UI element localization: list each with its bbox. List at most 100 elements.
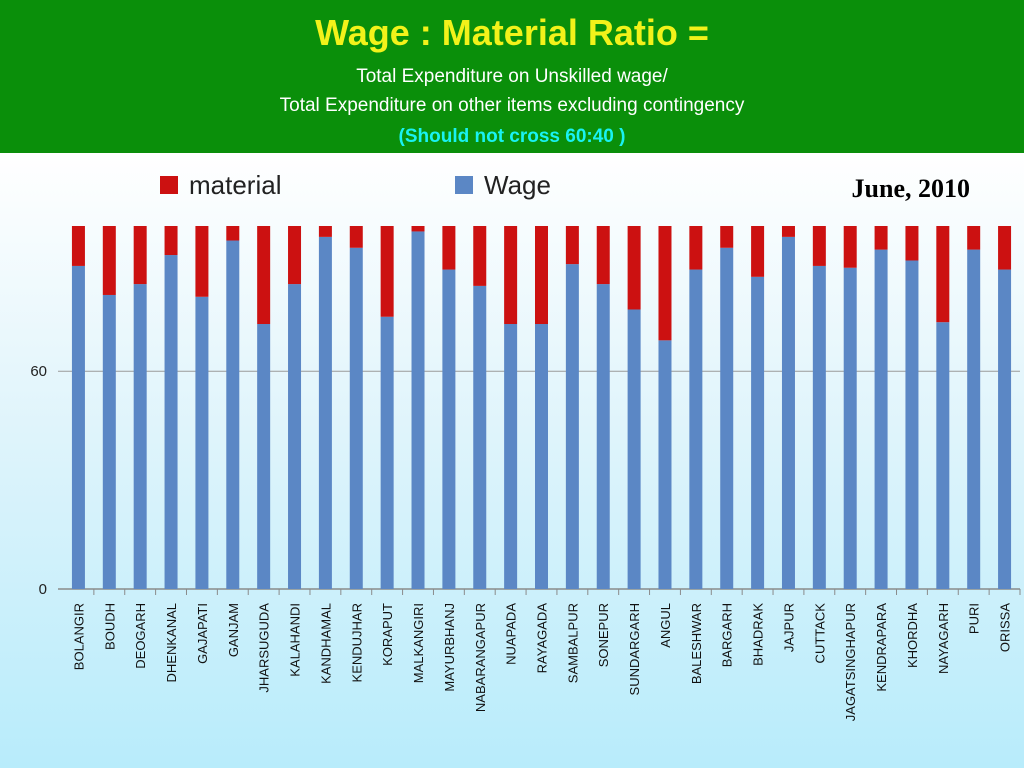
bar-material [658, 226, 672, 341]
x-category-label: PURI [967, 603, 982, 634]
x-category-label: SONEPUR [596, 603, 611, 667]
bar-wage [504, 324, 518, 589]
legend-swatch-wage [455, 176, 473, 194]
x-category-label: DEOGARH [133, 603, 148, 669]
bar-material [812, 226, 826, 266]
bar-wage [812, 265, 826, 589]
subtitle-line-2: Total Expenditure on other items excludi… [279, 95, 745, 116]
bar-material [535, 226, 548, 325]
x-category-label: GAJAPATI [195, 603, 210, 664]
bar-wage [288, 284, 302, 589]
bar-material [133, 226, 147, 285]
x-category-label: BALESHWAR [689, 603, 704, 684]
x-category-label: JAGATSINGHAPUR [843, 603, 858, 721]
bar-material [349, 226, 363, 248]
bar-material [627, 226, 641, 310]
bar-material [905, 226, 919, 261]
x-category-label: NABARANGAPUR [473, 603, 488, 712]
bar-material [380, 226, 394, 317]
legend-label-wage: Wage [484, 170, 551, 200]
y-tick-label: 60 [30, 363, 47, 380]
bar-material [473, 226, 487, 286]
bar-wage [843, 267, 857, 589]
bar-wage [998, 269, 1012, 589]
x-category-label: NUAPADA [504, 603, 519, 665]
bar-wage [658, 340, 672, 589]
bar-material [936, 226, 950, 323]
bar-material [226, 226, 240, 241]
bar-wage [226, 240, 240, 589]
x-category-label: BHADRAK [751, 603, 766, 666]
x-category-label: KENDUJHAR [349, 603, 364, 682]
bar-material [71, 226, 85, 266]
bar-material [843, 226, 857, 268]
bar-wage [411, 231, 425, 589]
bar-wage [905, 260, 919, 589]
bar-wage [195, 296, 209, 589]
bar-wage [535, 324, 548, 589]
legend-swatch-material [160, 176, 178, 194]
bar-wage [967, 249, 981, 589]
bar-wage [720, 247, 734, 589]
bar-material [751, 226, 765, 277]
bar-wage [164, 255, 178, 589]
y-tick-label: 0 [39, 581, 47, 598]
x-category-label: ORISSA [998, 603, 1013, 652]
bar-wage [133, 284, 147, 589]
x-axis-labels: BOLANGIR BOUDH DEOGARH DHENKANAL GAJAPATI GAN… [71, 589, 1021, 721]
x-category-label: BOUDH [102, 603, 117, 650]
bar-material [318, 226, 332, 237]
bar-material [195, 226, 209, 297]
bars [71, 226, 1012, 589]
bar-material [720, 226, 734, 248]
x-category-label: KORAPUT [380, 603, 395, 666]
x-category-label: CUTTACK [812, 603, 827, 664]
x-category-label: JAJPUR [781, 603, 796, 652]
bar-wage [874, 249, 888, 589]
y-axis-ticks: 0 60 [30, 363, 47, 598]
bar-material [596, 226, 610, 285]
ratio-limit-note: (Should not cross 60:40 ) [398, 126, 626, 147]
x-category-label: JHARSUGUDA [257, 603, 272, 693]
x-category-label: NAYAGARH [936, 603, 951, 674]
x-category-label: SUNDARGARH [627, 603, 642, 695]
x-category-label: KALAHANDI [288, 603, 303, 677]
bar-material [442, 226, 456, 270]
bar-material [874, 226, 888, 250]
bar-wage [102, 294, 116, 589]
bar-wage [473, 285, 487, 589]
bar-wage [257, 324, 271, 589]
bar-material [257, 226, 271, 325]
bar-material [504, 226, 518, 325]
chart-area: material Wage June, 2010 0 60 BOLANGIR BOU… [0, 153, 1024, 768]
subtitle-line-1: Total Expenditure on Unskilled wage/ [356, 66, 668, 87]
x-category-label: GANJAM [226, 603, 241, 657]
bar-wage [349, 247, 363, 589]
bar-wage [71, 265, 85, 589]
x-category-label: SAMBALPUR [565, 603, 580, 683]
bar-material [781, 226, 795, 237]
bar-material [565, 226, 579, 265]
bar-wage [627, 309, 641, 589]
x-category-label: BOLANGIR [71, 603, 86, 670]
bar-material [967, 226, 981, 250]
bar-material [164, 226, 178, 256]
x-category-label: RAYAGADA [535, 603, 550, 674]
x-category-label: KANDHAMAL [318, 603, 333, 684]
x-category-label: BARGARH [720, 603, 735, 667]
bar-wage [318, 236, 332, 589]
legend-label-material: material [189, 170, 281, 200]
date-label: June, 2010 [852, 174, 970, 203]
bar-material [998, 226, 1012, 270]
bar-wage [596, 284, 610, 589]
bar-wage [442, 269, 456, 589]
slide-title: Wage : Material Ratio = [315, 12, 709, 53]
x-category-label: DHENKANAL [164, 603, 179, 682]
bar-wage [936, 322, 950, 589]
title-banner: Wage : Material Ratio = Total Expenditur… [0, 0, 1024, 153]
bar-wage [751, 276, 765, 589]
x-category-label: KHORDHA [905, 603, 920, 668]
x-category-label: MAYURBHANJ [442, 603, 457, 692]
bar-wage [565, 264, 579, 589]
